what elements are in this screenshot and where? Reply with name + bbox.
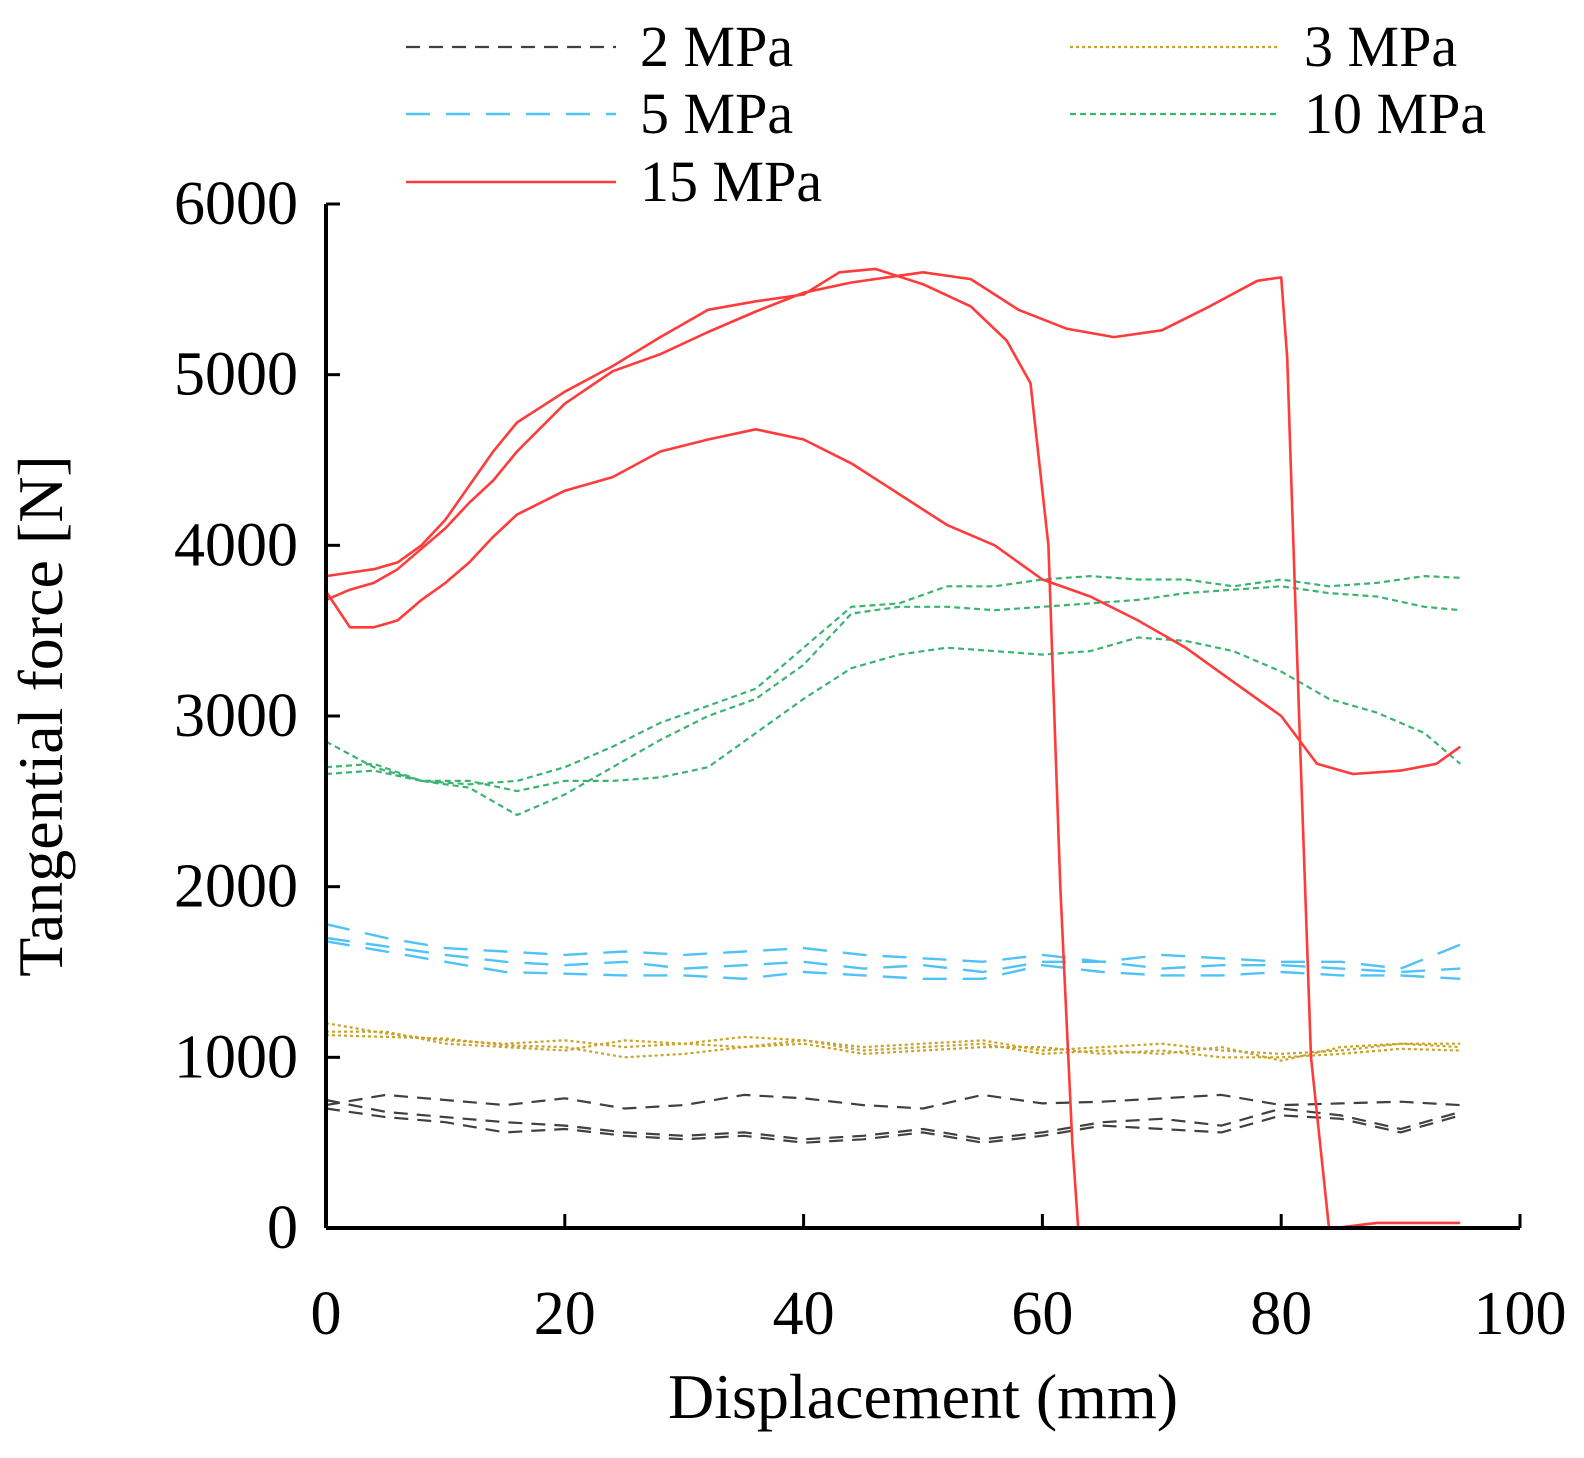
x-tick-label: 80 [1250,1280,1312,1348]
y-axis-title: Tangential force [N] [5,455,76,976]
legend-item-2-mpa: 2 MPa [406,14,793,79]
x-tick-label: 40 [773,1280,835,1348]
series-line-3-mpa-run-1 [325,1022,1461,1062]
legend: 2 MPa 3 MPa 5 MPa 10 MPa 15 MPa [406,14,1486,214]
series-line-10-mpa-run-3 [325,636,1462,793]
series-line-5-mpa-run-1 [325,923,1461,970]
series-line-15-mpa-run-2 [325,270,1461,1230]
series-line-2-mpa-run-1 [325,1093,1461,1110]
axes [324,204,1520,1230]
x-tick-label: 60 [1011,1280,1073,1348]
legend-label: 5 MPa [640,81,793,146]
series-line-2-mpa-run-3 [325,1107,1461,1144]
series-line-15-mpa-run-3 [324,427,1462,776]
series-line-5-mpa-run-3 [325,940,1461,980]
y-tick-label: 4000 [174,511,298,579]
legend-item-3-mpa: 3 MPa [1070,14,1457,79]
y-tick-label: 1000 [174,1023,298,1091]
series-line-10-mpa-run-1 [325,585,1461,817]
y-tick-label: 3000 [174,682,298,750]
legend-label: 10 MPa [1304,81,1486,146]
legend-item-10-mpa: 10 MPa [1070,81,1486,146]
x-axis-title: Displacement (mm) [668,1361,1178,1432]
series-line-5-mpa-run-2 [325,936,1461,974]
legend-item-5-mpa: 5 MPa [406,81,793,146]
legend-label: 15 MPa [640,149,822,214]
y-tick-label: 2000 [174,853,298,921]
series-line-3-mpa-run-3 [325,1034,1461,1059]
x-tick-label: 0 [311,1280,342,1348]
legend-item-15-mpa: 15 MPa [406,149,822,214]
y-tick-label: 6000 [174,170,298,238]
series-line-10-mpa-run-2 [325,574,1461,786]
x-tick-label: 100 [1474,1280,1567,1348]
y-tick-label: 5000 [174,341,298,409]
x-tick-label: 20 [534,1280,596,1348]
plot-lines [324,267,1462,1230]
series-line-2-mpa-run-2 [325,1098,1461,1141]
series-line-3-mpa-run-2 [326,1030,1461,1056]
legend-label: 3 MPa [1304,14,1457,79]
legend-label: 2 MPa [640,14,793,79]
ticks: 0 1000 2000 3000 4000 5000 6000 0 20 40 60 80 100 [174,170,1567,1348]
y-tick-label: 0 [267,1194,298,1262]
